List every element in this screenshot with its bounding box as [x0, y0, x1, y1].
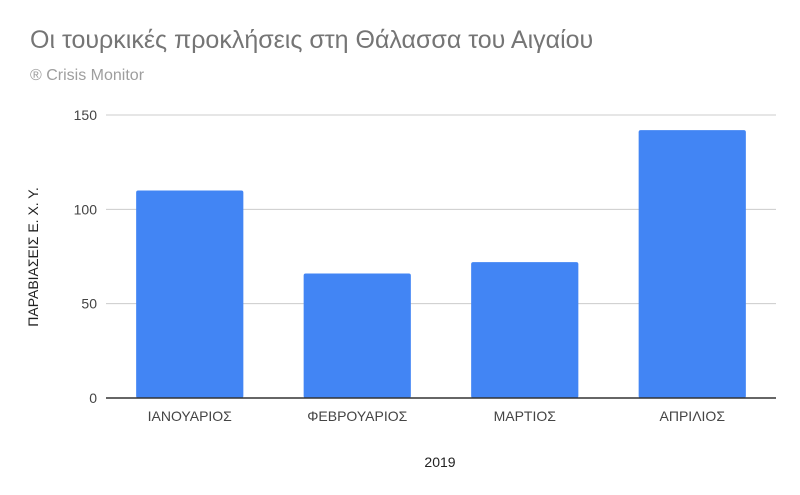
bar-4 — [638, 130, 746, 399]
bars — [136, 130, 746, 399]
x-tick-label-4: ΑΠΡΙΛΙΟΣ — [660, 408, 726, 424]
chart-title: Οι τουρκικές προκλήσεις στη Θάλασσα του … — [30, 26, 594, 54]
y-axis-label: ΠΑΡΑΒΙΑΣΕΙΣ Ε. Χ. Υ. — [25, 187, 41, 327]
y-tick-label-150: 150 — [74, 107, 98, 123]
tick-labels: 0 50 100 150 ΙΑΝΟΥΑΡΙΟΣ ΦΕΒΡΟΥΑΡΙΟΣ ΜΑΡΤΙΟΣ ΑΠΡ… — [74, 107, 726, 424]
y-tick-label-50: 50 — [81, 296, 97, 312]
y-tick-label-0: 0 — [89, 390, 97, 406]
chart-subtitle: ® Crisis Monitor — [30, 67, 145, 84]
x-axis-label: 2019 — [424, 454, 455, 470]
x-tick-label-1: ΙΑΝΟΥΑΡΙΟΣ — [148, 408, 233, 424]
bar-1 — [136, 190, 244, 398]
bar-2 — [303, 273, 411, 398]
bar-3 — [471, 262, 579, 398]
x-tick-label-2: ΦΕΒΡΟΥΑΡΙΟΣ — [307, 408, 407, 424]
y-tick-label-100: 100 — [74, 201, 98, 217]
x-tick-label-3: ΜΑΡΤΙΟΣ — [494, 408, 557, 424]
